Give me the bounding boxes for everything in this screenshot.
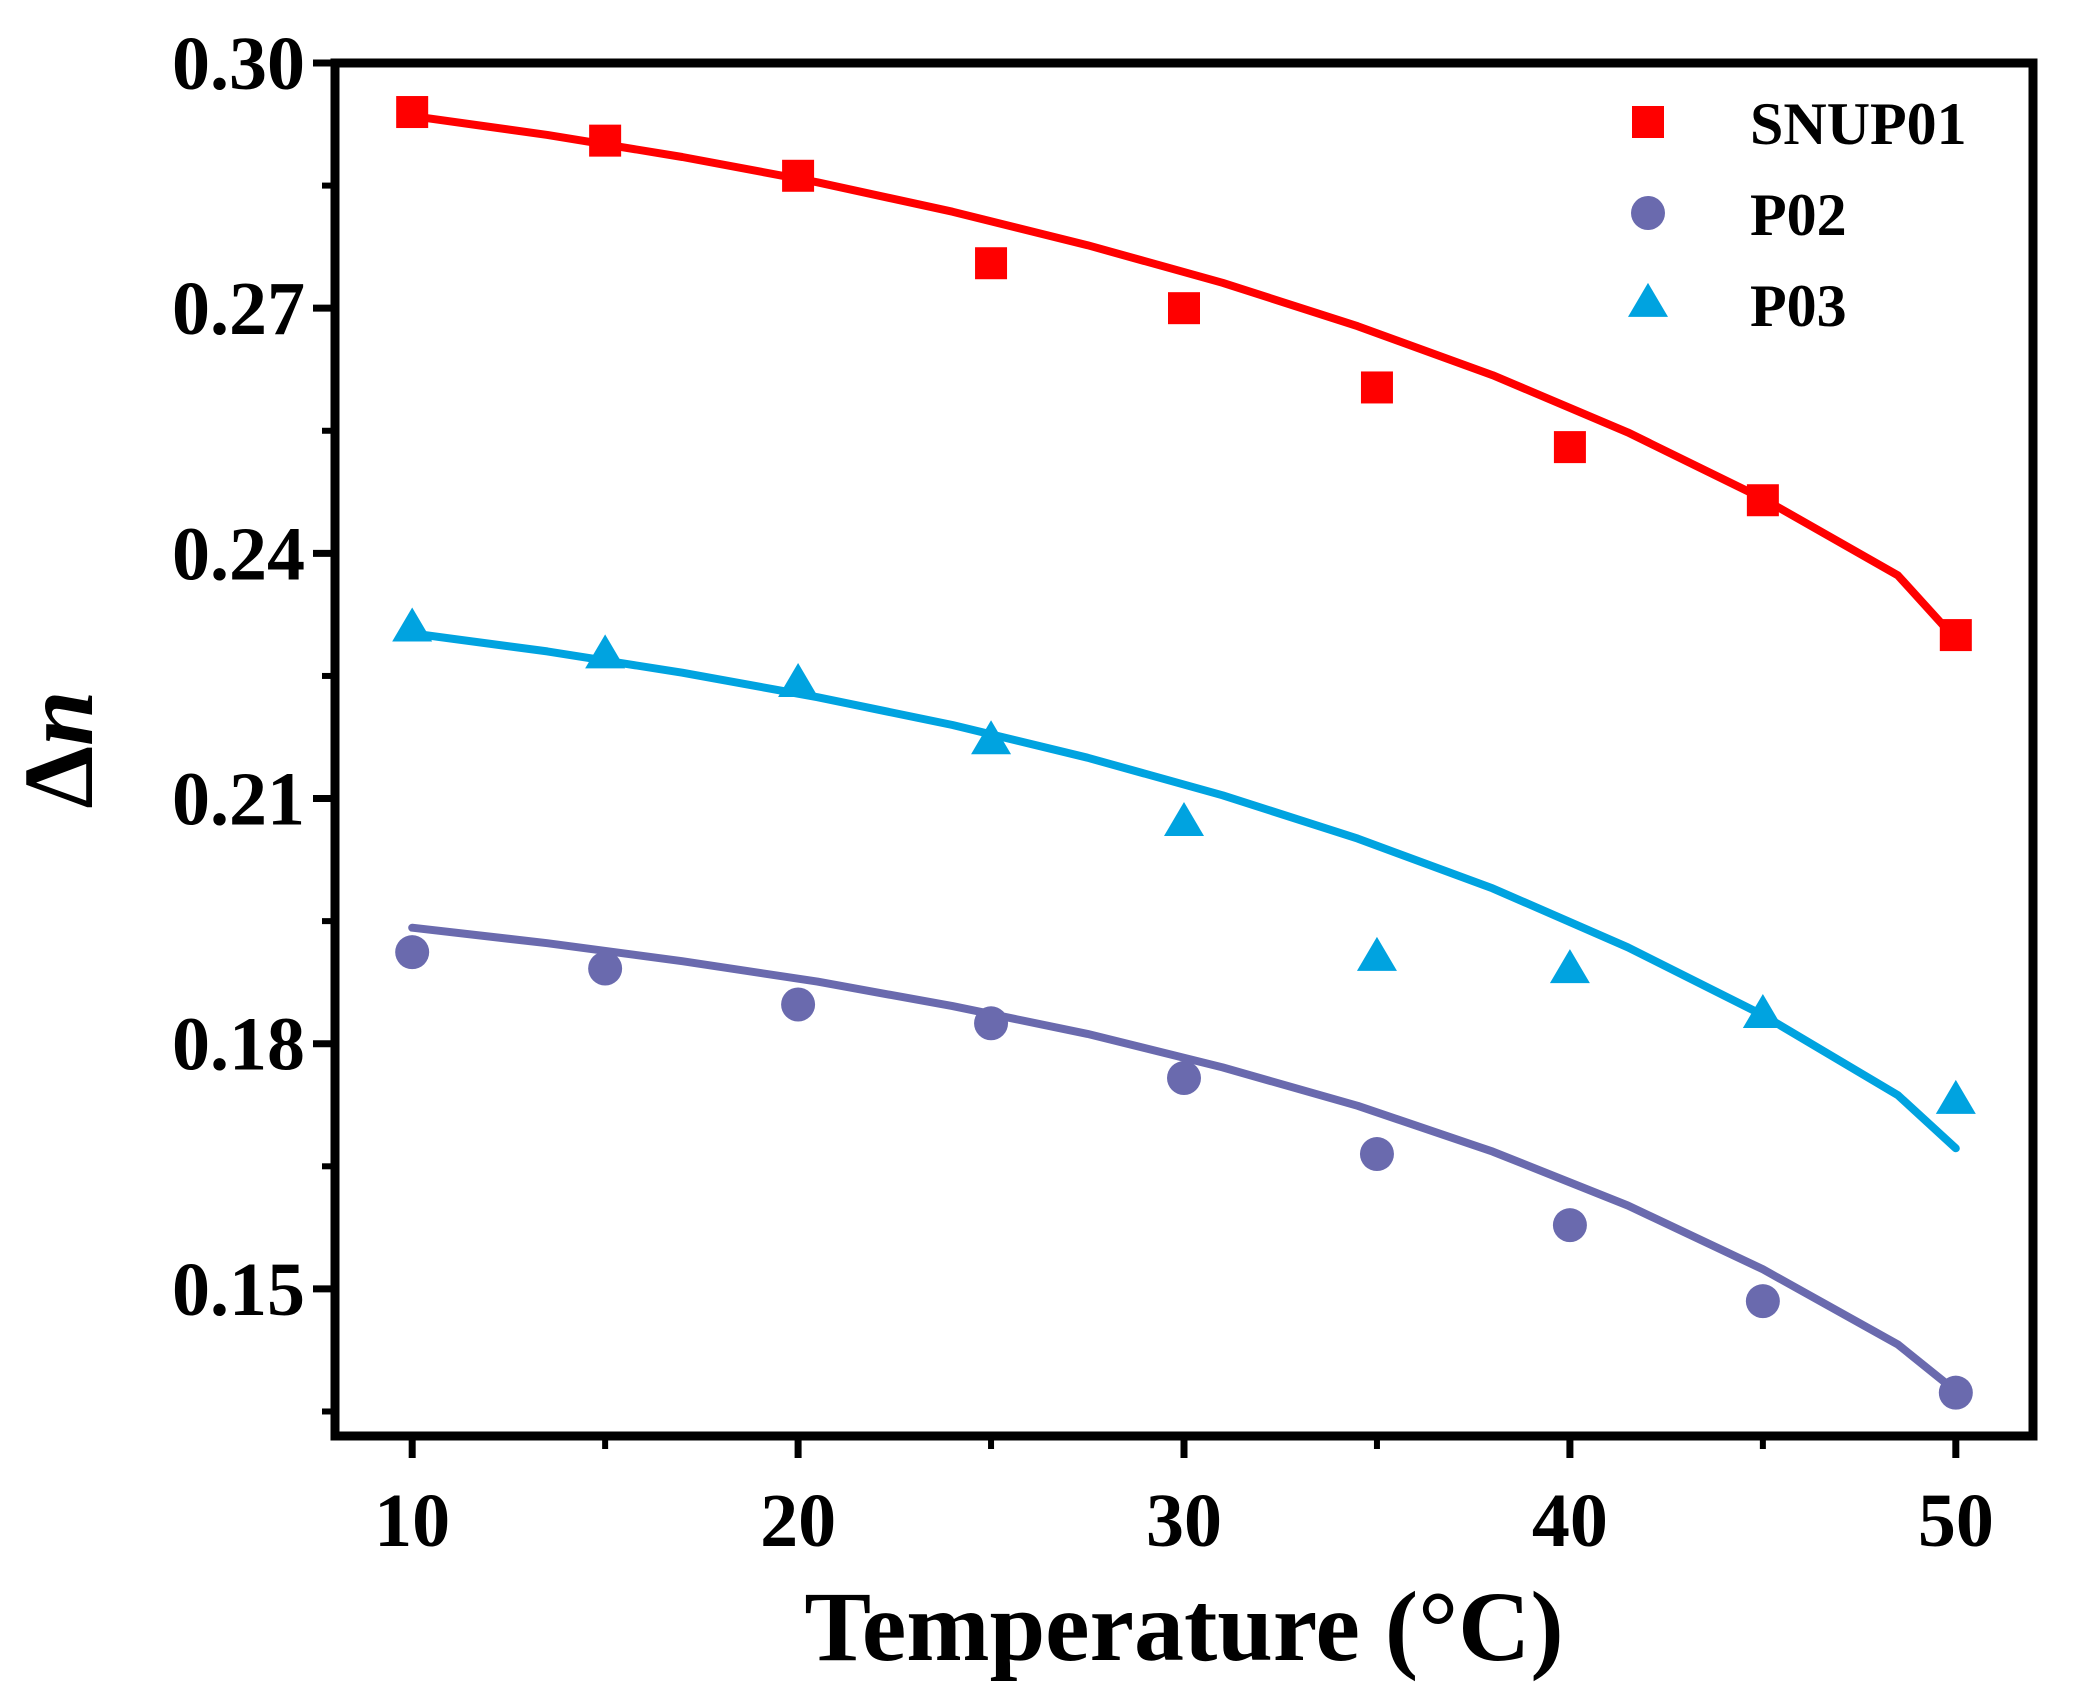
- x-tick-label: 20: [760, 1479, 836, 1563]
- y-tick-label: 0.27: [172, 267, 305, 351]
- x-axis-title: Temperature (°C): [804, 1571, 1563, 1682]
- point-p03: [585, 634, 626, 669]
- fit-curve-p02: [408, 923, 1960, 1396]
- x-tick-label: 40: [1532, 1479, 1608, 1563]
- x-axis-ticks: 10 20 30 40 50: [374, 1436, 1994, 1563]
- y-tick-label: 0.30: [172, 22, 305, 106]
- point-p02: [781, 987, 816, 1022]
- point-snup01: [396, 96, 429, 129]
- point-p03: [1935, 1079, 1976, 1114]
- y-axis-title-variable: n: [3, 690, 114, 746]
- plot-frame: [330, 58, 2038, 1441]
- point-snup01: [975, 247, 1008, 280]
- point-p02: [588, 951, 623, 986]
- point-p03: [1356, 936, 1397, 971]
- data-points: [392, 96, 1976, 1410]
- point-p02: [1938, 1375, 1973, 1410]
- point-p02: [1359, 1137, 1394, 1172]
- legend: SNUP01 P02 P03: [1628, 91, 1967, 339]
- point-snup01: [1553, 431, 1586, 464]
- point-p02: [1745, 1284, 1780, 1319]
- point-snup01: [589, 124, 622, 157]
- y-axis-ticks: 0.15 0.18 0.21 0.24 0.27 0.30: [172, 22, 335, 1415]
- legend-label-p02: P02: [1750, 182, 1847, 248]
- y-tick-label: 0.21: [172, 758, 305, 842]
- point-p02: [1167, 1061, 1201, 1096]
- y-axis-title: Δn: [3, 690, 114, 808]
- point-p03: [1164, 801, 1204, 836]
- point-snup01: [1360, 371, 1393, 404]
- x-tick-label: 30: [1146, 1479, 1222, 1563]
- legend-marker-p02: [1631, 196, 1665, 230]
- y-tick-label: 0.15: [172, 1248, 305, 1332]
- y-tick-label: 0.18: [172, 1003, 305, 1087]
- point-p03: [971, 720, 1012, 755]
- legend-label-p03: P03: [1750, 273, 1847, 339]
- point-p02: [974, 1006, 1009, 1041]
- point-snup01: [1746, 484, 1779, 517]
- x-tick-label: 50: [1918, 1479, 1994, 1563]
- point-p03: [392, 607, 433, 642]
- legend-marker-p03: [1628, 282, 1668, 317]
- point-p02: [1552, 1208, 1587, 1243]
- point-p03: [778, 663, 819, 698]
- point-snup01: [782, 159, 815, 192]
- y-axis-title-symbol: Δ: [3, 746, 114, 809]
- y-tick-label: 0.24: [172, 512, 305, 596]
- point-p03: [1549, 949, 1590, 984]
- x-tick-label: 10: [374, 1479, 450, 1563]
- fit-curve-snup01: [408, 112, 1960, 644]
- legend-label-snup01: SNUP01: [1750, 91, 1967, 157]
- point-snup01: [1168, 292, 1200, 325]
- point-snup01: [1939, 619, 1972, 652]
- point-p03: [1742, 994, 1783, 1029]
- legend-marker-snup01: [1632, 106, 1664, 138]
- point-p02: [395, 935, 430, 970]
